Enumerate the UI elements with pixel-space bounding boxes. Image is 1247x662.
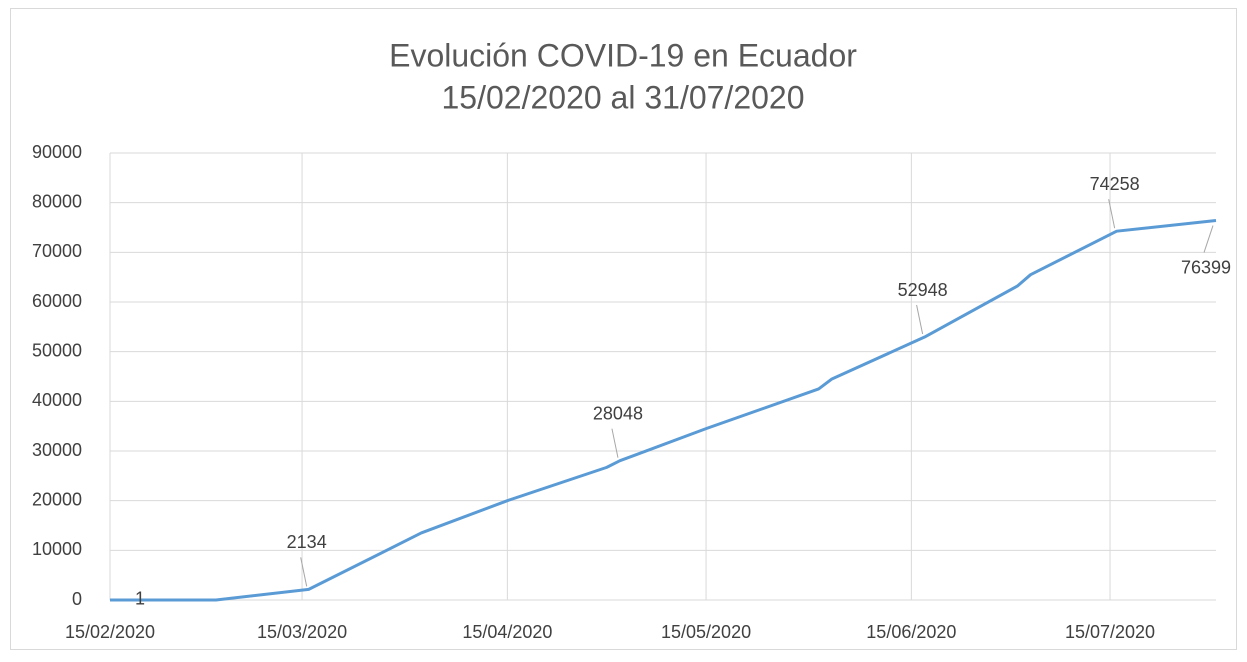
chart-subtitle: 15/02/2020 al 31/07/2020 — [442, 79, 805, 115]
data-label: 74258 — [1090, 174, 1140, 194]
y-tick-label: 10000 — [32, 539, 82, 559]
y-tick-label: 80000 — [32, 191, 82, 211]
x-tick-label: 15/02/2020 — [65, 622, 155, 642]
y-tick-label: 90000 — [32, 142, 82, 162]
y-tick-label: 50000 — [32, 340, 82, 360]
data-label: 1 — [135, 589, 145, 609]
y-tick-label: 30000 — [32, 440, 82, 460]
data-label: 28048 — [593, 403, 643, 423]
x-tick-label: 15/07/2020 — [1065, 622, 1155, 642]
leader-line — [300, 557, 308, 587]
y-tick-label: 70000 — [32, 241, 82, 261]
y-tick-label: 0 — [72, 589, 82, 609]
leader-line — [916, 304, 924, 335]
line-series — [109, 219, 1217, 602]
data-label: 2134 — [287, 532, 327, 552]
x-tick-label: 15/05/2020 — [661, 622, 751, 642]
leader-line — [611, 428, 619, 458]
chart-title: Evolución COVID-19 en Ecuador — [389, 37, 857, 73]
y-tick-label: 20000 — [32, 489, 82, 509]
leader-line — [1108, 199, 1116, 229]
y-tick-label: 40000 — [32, 390, 82, 410]
data-label: 76399 — [1181, 257, 1231, 277]
x-tick-label: 15/06/2020 — [866, 622, 956, 642]
x-tick-label: 15/04/2020 — [462, 622, 552, 642]
y-tick-label: 60000 — [32, 291, 82, 311]
data-label: 52948 — [898, 280, 948, 300]
x-tick-label: 15/03/2020 — [257, 622, 347, 642]
leader-line — [1203, 225, 1214, 253]
chart-frame — [10, 8, 1237, 650]
